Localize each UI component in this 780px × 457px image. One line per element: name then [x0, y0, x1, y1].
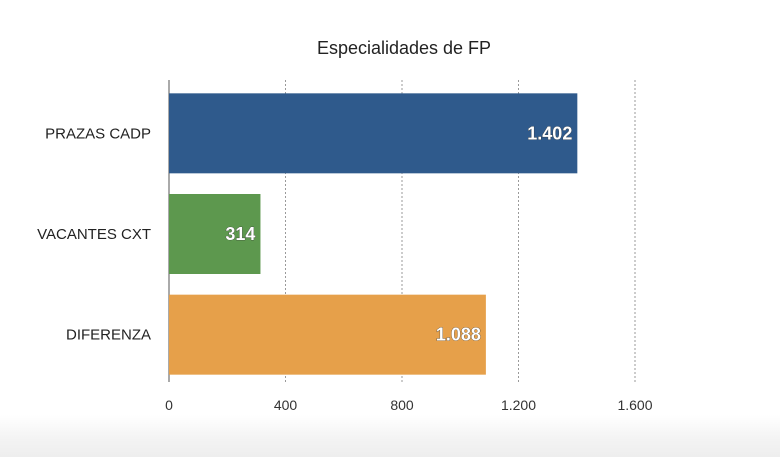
data-label: 1.402 — [527, 123, 572, 143]
bar — [169, 93, 578, 174]
x-tick-label: 1.200 — [501, 397, 536, 413]
category-label: PRAZAS CADP — [45, 125, 151, 142]
x-tick-label: 800 — [390, 397, 414, 413]
category-label: VACANTES CXT — [37, 226, 151, 243]
data-label: 314 — [225, 224, 255, 244]
bar — [169, 194, 261, 274]
x-tick-label: 0 — [165, 397, 173, 413]
chart-title: Especialidades de FP — [316, 38, 492, 58]
x-tick-label: 400 — [274, 397, 298, 413]
x-tick-label: 1.600 — [617, 397, 652, 413]
category-label: DIFERENZA — [66, 327, 151, 344]
data-label: 1.088 — [436, 325, 481, 345]
bar — [169, 294, 486, 375]
